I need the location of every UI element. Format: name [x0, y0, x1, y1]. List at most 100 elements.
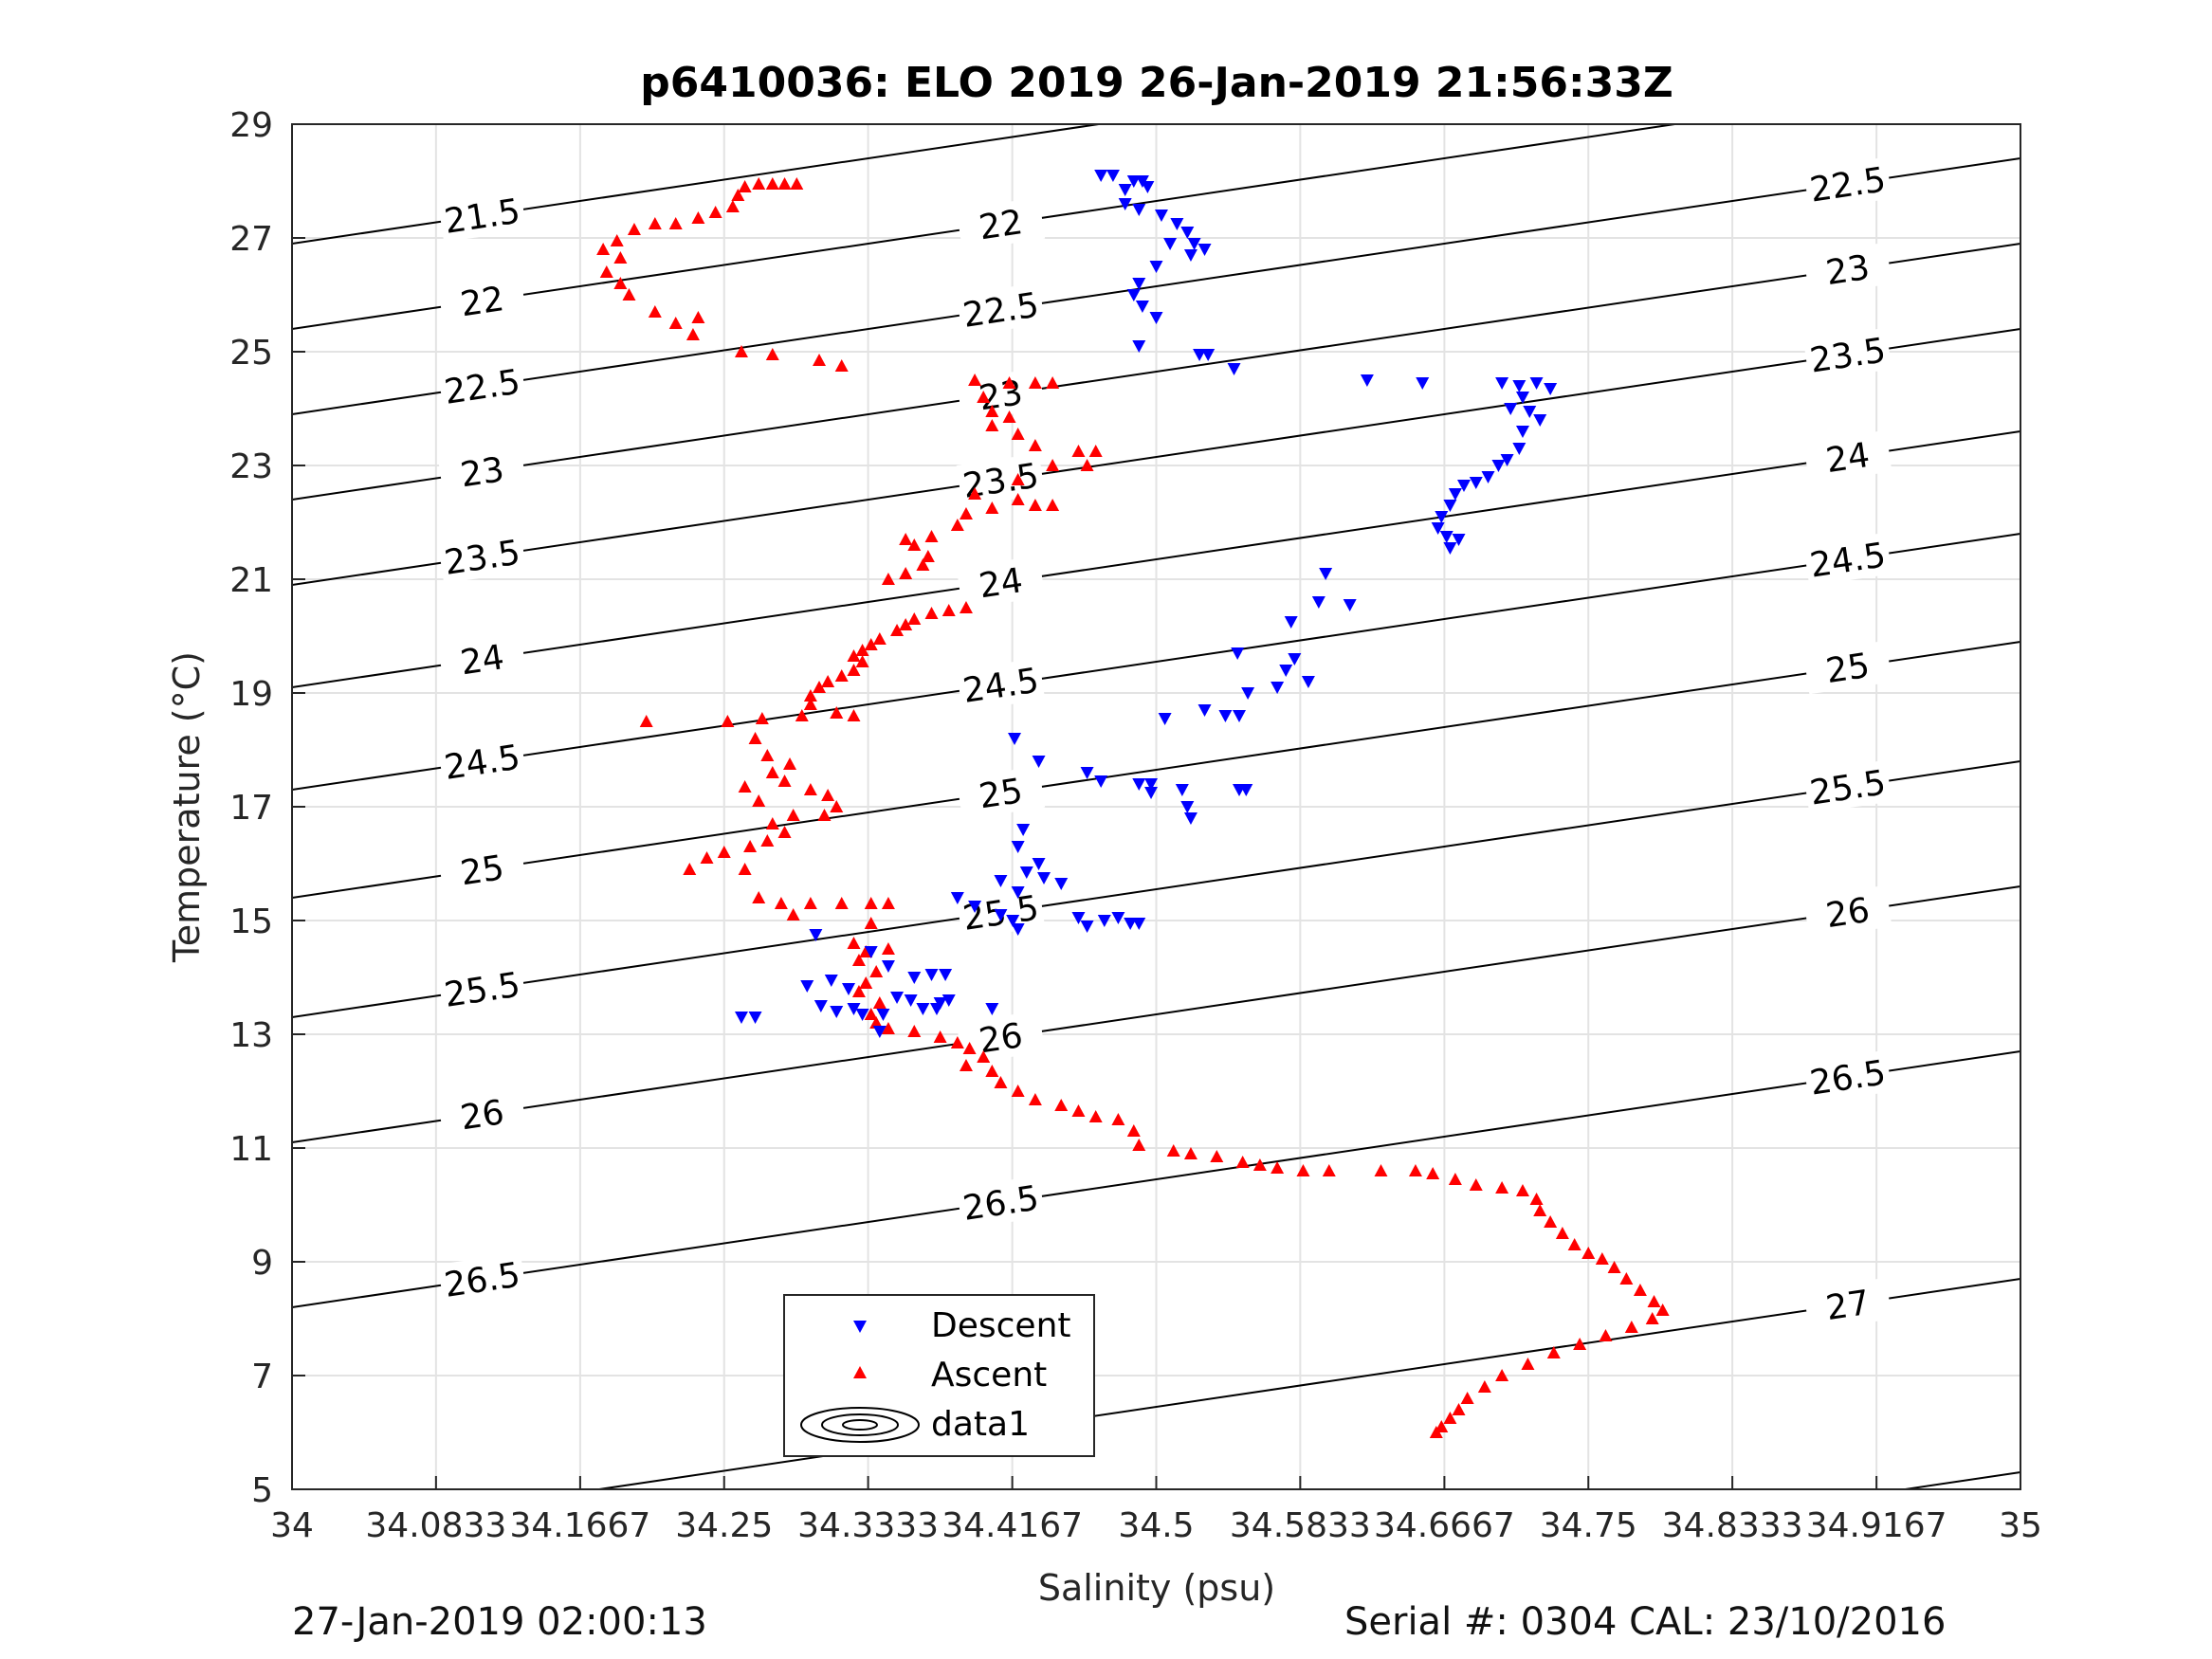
ascent-point [864, 1008, 878, 1020]
descent-point [1154, 210, 1168, 222]
ascent-point [1533, 1204, 1547, 1216]
ascent-point [777, 826, 792, 838]
ascent-point [968, 487, 982, 500]
isopycnal-label-bg [437, 1087, 527, 1141]
descent-point [847, 1003, 861, 1015]
grid-lines [291, 123, 2021, 1490]
ascent-point [899, 533, 913, 545]
x-tick-label: 34.5 [1118, 1506, 1194, 1545]
isopycnal-label: 24 [458, 638, 506, 683]
isopycnal-label-bg [437, 1252, 527, 1306]
ascent-point [1443, 1412, 1457, 1424]
descent-point [1288, 653, 1302, 665]
ascent-point [881, 897, 895, 909]
ascent-point [613, 251, 628, 264]
descent-point [1071, 912, 1086, 924]
isopycnal-line [292, 760, 2020, 1018]
x-tick-label: 34.5833 [1230, 1506, 1371, 1545]
ascent-point [855, 644, 869, 656]
ascent-point [803, 783, 817, 795]
ascent-point [1645, 1312, 1659, 1324]
ascent-point [985, 501, 999, 514]
ascent-point [1011, 493, 1025, 505]
descent-point [1132, 778, 1146, 791]
ascent-point [1088, 445, 1103, 457]
ascent-point [813, 354, 827, 366]
descent-point [1037, 872, 1051, 884]
descent-point [1135, 301, 1149, 313]
ascent-point [864, 897, 878, 909]
ascent-point [622, 288, 636, 301]
isopycnal-label: 25 [1823, 647, 1872, 691]
isopycnal-label-bg [956, 1011, 1046, 1065]
y-tick-label: 15 [229, 902, 273, 941]
ascent-point [803, 698, 817, 710]
descent-point [1032, 858, 1046, 870]
descent-point [924, 969, 939, 981]
ascent-point [872, 996, 887, 1009]
x-tick-label: 34.25 [675, 1506, 773, 1545]
descent-point [1201, 349, 1216, 361]
descent-point [1284, 616, 1298, 629]
descent-point [814, 1000, 828, 1012]
ascent-point [786, 908, 800, 921]
ascent-point [1581, 1247, 1596, 1259]
isopycnal-label: 23 [458, 450, 506, 495]
descent-point [1180, 801, 1195, 813]
descent-point [864, 946, 878, 958]
descent-point [1163, 238, 1178, 250]
descent-point [1360, 374, 1374, 387]
x-tick-label: 34.9167 [1806, 1506, 1947, 1545]
descent-point [941, 994, 956, 1007]
isopycnal-label: 23 [1823, 248, 1872, 293]
descent-point [1416, 377, 1430, 390]
descent-point [1544, 383, 1558, 395]
descent-point [1170, 218, 1184, 230]
legend-descent-label: Descent [931, 1306, 1071, 1345]
isopycnal-label-bg [437, 843, 527, 897]
y-tick-label: 9 [251, 1244, 273, 1283]
ascent-point [752, 177, 766, 190]
descent-point [950, 892, 964, 904]
y-tick-label: 23 [229, 447, 273, 486]
isopycnal-label-bg [1802, 1277, 1892, 1332]
isopycnal-label-bg [1802, 156, 1892, 211]
ascent-point [821, 789, 835, 801]
legend: Descent Ascent data1 [783, 1294, 1095, 1457]
descent-point [1456, 480, 1471, 492]
ascent-point [755, 712, 769, 724]
isopycnal-label: 25 [458, 848, 506, 893]
isopycnal-label-bg [1802, 429, 1892, 484]
descent-point [1126, 289, 1141, 301]
isopycnal-line [292, 641, 2020, 899]
descent-point [1523, 406, 1537, 418]
ascent-point [847, 937, 861, 949]
descent-point [1500, 454, 1514, 466]
ascent-point [1624, 1321, 1638, 1333]
descent-point [830, 1006, 844, 1018]
descent-point [1227, 363, 1241, 375]
isopycnal-line [292, 157, 2020, 415]
ascent-point [765, 348, 779, 360]
descent-point [1006, 915, 1020, 927]
ascent-point [743, 840, 758, 852]
isopycnal-label-bg [956, 1176, 1046, 1230]
isopycnal-line [593, 1278, 2020, 1489]
ascent-point [977, 391, 991, 403]
isopycnal-label-bg [437, 962, 527, 1016]
ascent-point [950, 519, 964, 531]
ascent-point [847, 709, 861, 721]
ascent-point [1655, 1304, 1670, 1316]
ascent-point [855, 655, 869, 667]
legend-box [783, 1294, 1095, 1457]
isopycnal-line [292, 124, 1106, 245]
descent-point [994, 875, 1008, 887]
descent-point [1443, 542, 1457, 555]
ascent-point [1132, 1139, 1146, 1151]
ascent-point [1002, 410, 1016, 423]
isopycnal-line [292, 243, 2020, 501]
ascent-point [1573, 1338, 1587, 1350]
y-tick-label: 7 [251, 1358, 273, 1396]
ascent-point [817, 809, 832, 821]
ascent-point [599, 265, 613, 278]
